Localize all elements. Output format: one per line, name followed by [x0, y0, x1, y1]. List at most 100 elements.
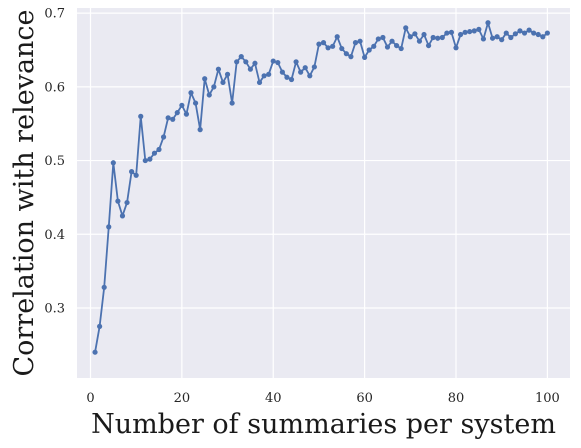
data-point — [252, 60, 258, 66]
data-point — [457, 31, 464, 38]
data-point — [489, 35, 496, 41]
data-point — [320, 40, 327, 46]
data-point — [421, 31, 427, 38]
data-point — [494, 34, 500, 40]
data-point — [170, 116, 176, 122]
data-point — [343, 51, 349, 57]
data-point — [97, 323, 103, 330]
data-point — [160, 134, 167, 140]
data-point — [293, 59, 299, 65]
data-point — [307, 73, 313, 79]
x-tick-label: 40 — [265, 391, 282, 406]
data-point — [110, 160, 116, 166]
data-point — [316, 41, 322, 47]
data-point — [238, 54, 244, 60]
data-point — [444, 30, 450, 36]
data-point — [398, 45, 404, 52]
data-point — [535, 31, 541, 38]
data-point — [334, 34, 340, 40]
x-tick-label: 80 — [448, 391, 465, 406]
data-point — [133, 172, 139, 178]
data-point — [339, 45, 345, 52]
data-point — [384, 44, 391, 50]
data-point — [119, 213, 126, 219]
x-axis-label: Number of summaries per system — [91, 409, 556, 440]
y-axis-label: Correlation with relevance — [9, 9, 40, 376]
data-point — [430, 34, 436, 41]
data-point — [279, 69, 285, 75]
data-point — [179, 102, 185, 108]
data-point — [261, 73, 267, 79]
data-point — [540, 34, 546, 40]
data-point — [101, 284, 107, 290]
data-point — [211, 84, 217, 90]
data-point — [499, 37, 505, 43]
data-point — [366, 47, 372, 53]
y-tick-label: 0.4 — [44, 228, 65, 243]
data-point — [389, 38, 395, 44]
data-point — [270, 58, 276, 64]
data-point — [142, 157, 148, 164]
data-point — [412, 31, 418, 37]
y-tick-label: 0.7 — [44, 7, 65, 22]
data-point — [183, 111, 190, 117]
data-point — [508, 34, 514, 41]
x-tick-labels: 0 20 40 60 80 100 — [86, 391, 559, 406]
data-point — [485, 20, 491, 26]
data-point — [448, 29, 455, 35]
data-point — [206, 92, 212, 98]
x-tick-label: 0 — [86, 391, 94, 406]
data-point — [174, 110, 180, 116]
data-point — [202, 76, 208, 82]
data-point — [439, 34, 445, 41]
y-tick-labels: 0.3 0.4 0.5 0.6 0.7 — [44, 7, 65, 317]
data-point — [147, 156, 153, 162]
x-tick-label: 60 — [356, 391, 373, 406]
data-point — [151, 150, 158, 156]
data-point — [512, 31, 519, 37]
y-tick-label: 0.3 — [44, 301, 65, 316]
plot-background — [77, 8, 570, 378]
data-point — [348, 54, 354, 60]
data-point — [394, 42, 400, 49]
data-point — [197, 127, 203, 133]
data-point — [330, 43, 336, 49]
data-point — [275, 59, 281, 66]
y-tick-label: 0.5 — [44, 154, 65, 169]
data-point — [220, 79, 226, 86]
data-point — [476, 26, 482, 32]
data-point — [129, 169, 135, 175]
x-tick-label: 100 — [535, 391, 560, 406]
data-point — [311, 64, 317, 70]
data-point — [380, 34, 386, 41]
data-point — [362, 54, 368, 60]
data-point — [106, 224, 112, 230]
data-point — [224, 71, 231, 77]
data-line-series — [92, 20, 550, 355]
grid-lines — [77, 8, 570, 378]
data-point — [288, 76, 295, 83]
data-point — [165, 115, 171, 121]
data-point — [284, 74, 290, 80]
data-point — [517, 28, 523, 34]
data-point — [357, 38, 363, 44]
data-point — [92, 349, 98, 355]
data-point — [302, 65, 308, 71]
data-point — [526, 27, 532, 33]
data-point — [215, 66, 222, 72]
y-tick-label: 0.6 — [44, 80, 65, 95]
data-point — [247, 66, 253, 72]
data-point — [325, 45, 331, 51]
data-point — [371, 43, 377, 49]
data-point — [375, 36, 381, 42]
data-point — [124, 199, 130, 206]
data-point — [243, 59, 249, 65]
data-point — [544, 30, 550, 36]
data-point — [480, 36, 487, 42]
data-point — [352, 40, 359, 46]
data-point — [453, 45, 459, 51]
data-point — [521, 30, 528, 36]
data-point — [407, 34, 413, 40]
data-point — [192, 100, 199, 106]
